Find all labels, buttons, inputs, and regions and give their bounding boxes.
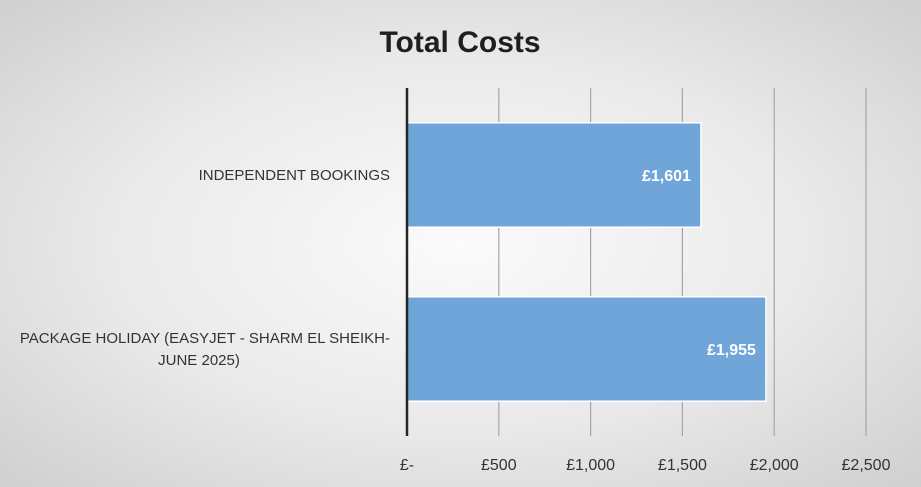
x-tick-label-4: £2,000 [750, 457, 799, 474]
bar-0 [406, 122, 702, 228]
category-label-1-0: PACKAGE HOLIDAY (EASYJET - SHARM EL SHEI… [20, 330, 390, 347]
data-label-0: £1,601 [642, 168, 691, 185]
bars [406, 122, 767, 402]
x-tick-label-0: £- [400, 457, 414, 474]
data-label-1: £1,955 [707, 342, 756, 359]
x-tick-label-5: £2,500 [842, 457, 891, 474]
category-label-0-0: INDEPENDENT BOOKINGS [199, 167, 390, 184]
x-tick-label-3: £1,500 [658, 457, 707, 474]
labels: £- £500 £1,000 £1,500 £2,000 £2,500 £1,601 INDE… [20, 167, 891, 474]
x-tick-label-2: £1,000 [566, 457, 615, 474]
x-tick-label-1: £500 [481, 457, 517, 474]
category-label-1-1: JUNE 2025) [158, 352, 240, 369]
chart-title: Total Costs [379, 26, 540, 59]
